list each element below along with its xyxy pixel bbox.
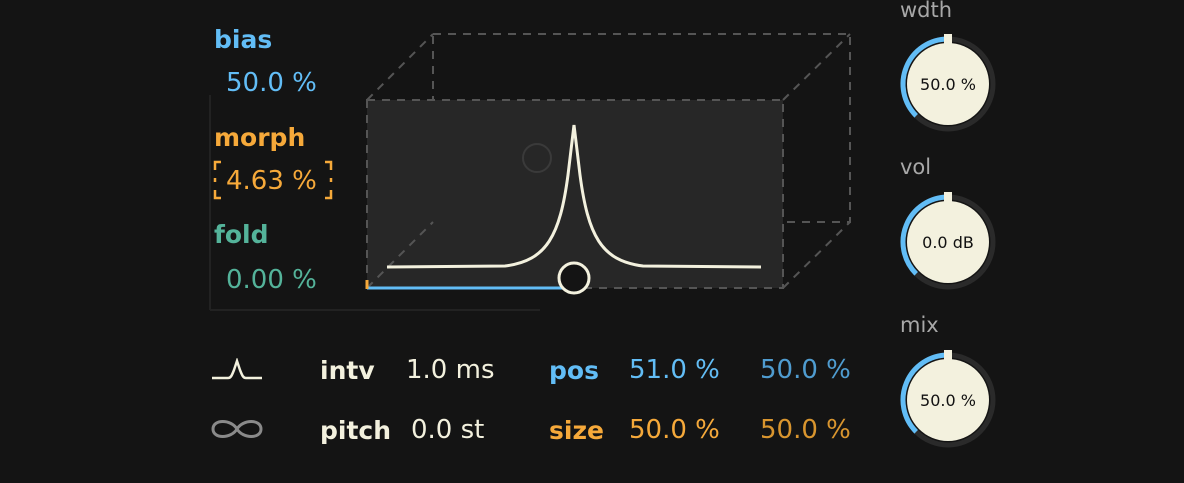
pos-label: pos (549, 356, 599, 385)
size-label: size (549, 416, 604, 445)
selection-bracket-icon (213, 160, 333, 200)
pitch-label: pitch (320, 416, 392, 445)
knob-ring-icon (900, 350, 996, 448)
knob-ring-icon (900, 34, 996, 132)
position-ghost-marker (522, 143, 552, 173)
infinity-icon[interactable] (209, 415, 265, 443)
pos-value-1[interactable]: 51.0 % (629, 355, 720, 385)
vol-value: 0.0 dB (922, 233, 974, 252)
morph-label: morph (214, 123, 306, 152)
mix-value: 50.0 % (920, 391, 976, 410)
wdth-knob[interactable]: 50.0 % (898, 34, 998, 134)
mix-label: mix (900, 313, 939, 337)
fold-value[interactable]: 0.00 % (226, 265, 317, 295)
intv-label: intv (320, 356, 375, 385)
mix-knob[interactable]: 50.0 % (898, 350, 998, 450)
bias-label: bias (214, 25, 273, 54)
window-curve (386, 124, 762, 269)
vol-knob[interactable]: 0.0 dB (898, 192, 998, 292)
wdth-value: 50.0 % (920, 75, 976, 94)
pos-value-2[interactable]: 50.0 % (760, 355, 851, 385)
morph-value-box[interactable]: 4.63 % (213, 160, 333, 200)
pitch-value[interactable]: 0.0 st (411, 415, 485, 445)
fold-label: fold (214, 220, 269, 249)
position-handle[interactable] (557, 261, 591, 295)
wdth-label: wdth (900, 0, 953, 22)
knob-ring-icon (900, 192, 996, 290)
size-value-1[interactable]: 50.0 % (629, 415, 720, 445)
window-shape-icon[interactable] (210, 358, 266, 382)
bias-value[interactable]: 50.0 % (226, 68, 317, 98)
vol-label: vol (900, 155, 932, 179)
size-value-2[interactable]: 50.0 % (760, 415, 851, 445)
waveform-3d-view[interactable] (205, 25, 865, 320)
morph-value: 4.63 % (226, 166, 317, 196)
intv-value[interactable]: 1.0 ms (406, 355, 495, 385)
